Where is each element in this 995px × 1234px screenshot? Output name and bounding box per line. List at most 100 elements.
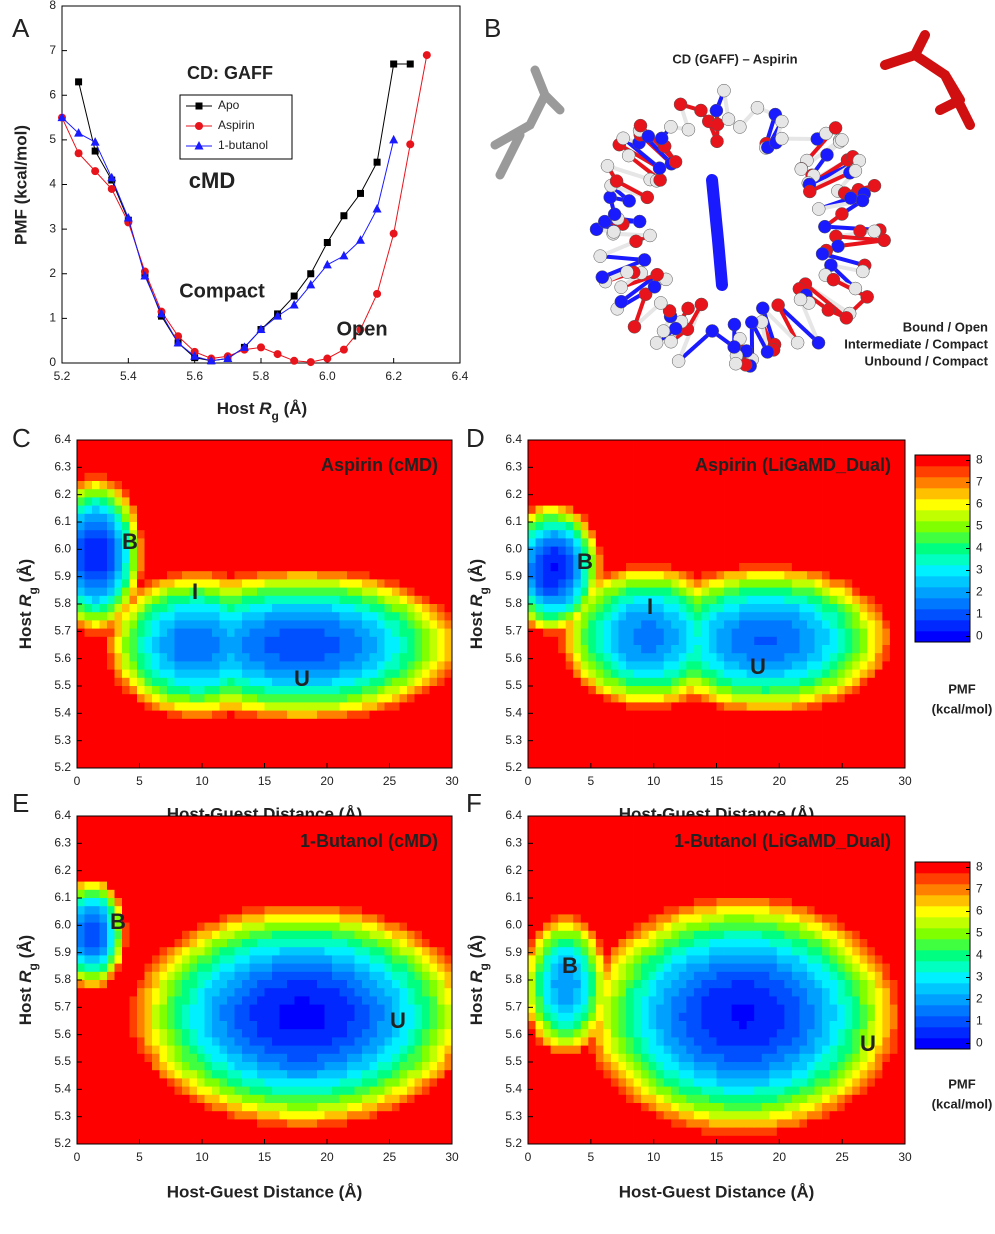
marker: [274, 350, 282, 358]
contour-cell: [227, 735, 235, 744]
contour-cell: [784, 596, 792, 605]
contour-cell: [430, 579, 438, 588]
contour-cell: [890, 604, 898, 613]
contour-cell: [160, 760, 168, 769]
contour-cell: [543, 645, 551, 654]
contour-cell: [747, 497, 755, 506]
contour-cell: [422, 579, 430, 588]
contour-cell: [235, 686, 243, 695]
contour-cell: [287, 645, 295, 654]
contour-cell: [822, 481, 830, 490]
contour-cell: [603, 538, 611, 547]
contour-cell: [317, 538, 325, 547]
contour-cell: [543, 579, 551, 588]
contour-cell: [815, 694, 823, 703]
contour-cell: [747, 514, 755, 523]
contour-cell: [220, 694, 228, 703]
contour-cell: [167, 604, 175, 613]
contour-cell: [724, 727, 732, 736]
contour-cell: [422, 563, 430, 572]
contour-cell: [784, 760, 792, 769]
contour-cell: [92, 1062, 100, 1071]
contour-cell: [822, 629, 830, 638]
contour-cell: [182, 702, 190, 711]
contour-cell: [611, 514, 619, 523]
contour-cell: [422, 727, 430, 736]
contour-cell: [611, 604, 619, 613]
contour-cell: [588, 497, 596, 506]
contour-cell: [588, 743, 596, 752]
contour-cell: [115, 760, 123, 769]
contour-cell: [724, 563, 732, 572]
atom: [812, 202, 825, 215]
contour-cell: [92, 947, 100, 956]
contour-cell: [100, 1062, 108, 1071]
contour-cell: [430, 547, 438, 556]
contour-cell: [137, 873, 145, 882]
contour-cell: [107, 1087, 115, 1096]
contour-cell: [739, 588, 747, 597]
contour-cell: [445, 702, 453, 711]
contour-cell: [77, 473, 85, 482]
contour-cell: [641, 702, 649, 711]
atom: [722, 113, 735, 126]
contour-cell: [784, 522, 792, 531]
contour-cell: [85, 1062, 93, 1071]
contour-cell: [822, 571, 830, 580]
contour-cell: [732, 497, 740, 506]
contour-cell: [377, 735, 385, 744]
contour-cell: [100, 448, 108, 457]
contour-cell: [860, 571, 868, 580]
contour-cell: [145, 719, 153, 728]
contour-cell: [137, 440, 145, 449]
contour-cell: [272, 743, 280, 752]
contour-cell: [257, 629, 265, 638]
contour-cell: [347, 661, 355, 670]
contour-cell: [799, 752, 807, 761]
contour-cell: [875, 506, 883, 515]
guest-intermediate: [495, 70, 560, 175]
contour-cell: [400, 489, 408, 498]
contour-cell: [220, 440, 228, 449]
contour-cell: [709, 711, 717, 720]
contour-cell: [415, 702, 423, 711]
contour-cell: [392, 727, 400, 736]
contour-cell: [822, 678, 830, 687]
contour-cell: [882, 481, 890, 490]
contour-cell: [882, 547, 890, 556]
contour-cell: [130, 456, 138, 465]
contour-cell: [85, 947, 93, 956]
contour-cell: [287, 596, 295, 605]
contour-cell: [100, 1070, 108, 1079]
contour-cell: [860, 547, 868, 556]
contour-cell: [634, 456, 642, 465]
contour-cell: [257, 743, 265, 752]
contour-cell: [85, 571, 93, 580]
contour-cell: [437, 653, 445, 662]
contour-cell: [400, 702, 408, 711]
contour-cell: [347, 481, 355, 490]
contour-cell: [603, 563, 611, 572]
contour-cell: [717, 752, 725, 761]
contour-cell: [649, 637, 657, 646]
contour-cell: [152, 890, 160, 899]
contour-cell: [830, 661, 838, 670]
contour-cell: [686, 678, 694, 687]
contour-cell: [581, 637, 589, 646]
x-tick-label: 15: [258, 774, 272, 788]
contour-cell: [566, 440, 574, 449]
contour-cell: [845, 711, 853, 720]
contour-cell: [302, 456, 310, 465]
contour-cell: [145, 931, 153, 940]
contour-cell: [815, 555, 823, 564]
contour-cell: [92, 661, 100, 670]
contour-cell: [347, 522, 355, 531]
contour-cell: [558, 514, 566, 523]
contour-cell: [852, 563, 860, 572]
contour-cell: [107, 530, 115, 539]
contour-cell: [807, 686, 815, 695]
contour-cell: [107, 972, 115, 981]
contour-cell: [407, 719, 415, 728]
contour-cell: [317, 670, 325, 679]
contour-cell: [362, 760, 370, 769]
